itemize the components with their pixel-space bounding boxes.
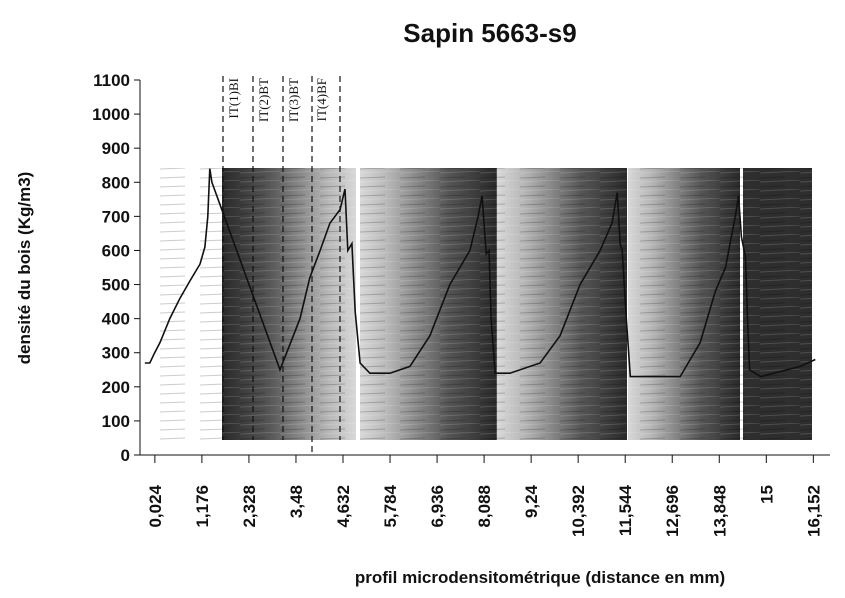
density-image xyxy=(148,168,812,440)
x-tick-label: 4,632 xyxy=(334,485,353,528)
y-tick-label: 0 xyxy=(121,446,130,465)
x-tick-label: 16,152 xyxy=(804,485,823,537)
chart-title: Sapin 5663-s9 xyxy=(403,18,576,48)
annotation: IT(2)BT xyxy=(256,78,271,122)
x-tick-label: 10,392 xyxy=(569,485,588,537)
y-tick-label: 500 xyxy=(102,276,130,295)
annotation: IT(1)BI xyxy=(226,78,241,118)
x-tick-label: 13,848 xyxy=(710,485,729,537)
y-tick-label: 800 xyxy=(102,173,130,192)
y-tick-label: 900 xyxy=(102,139,130,158)
annotation-dividers xyxy=(222,76,341,455)
y-tick-label: 200 xyxy=(102,378,130,397)
y-tick-label: 700 xyxy=(102,207,130,226)
x-tick-label: 5,784 xyxy=(381,484,400,527)
x-tick-label: 1,176 xyxy=(193,485,212,528)
y-tick-label: 600 xyxy=(102,241,130,260)
x-tick-label: 0,024 xyxy=(146,484,165,527)
y-tick-label: 100 xyxy=(102,412,130,431)
x-tick-label: 15 xyxy=(757,485,776,504)
x-tick-label: 9,24 xyxy=(522,484,541,518)
y-tick-label: 400 xyxy=(102,310,130,329)
annotation: IT(4)BF xyxy=(314,78,329,121)
x-tick-label: 11,544 xyxy=(616,484,635,536)
x-tick-label: 12,696 xyxy=(663,485,682,537)
annotation: IT(3)BT xyxy=(286,78,301,122)
x-tick-label: 2,328 xyxy=(240,485,259,528)
x-axis-label: profil microdensitométrique (distance en… xyxy=(355,568,725,587)
x-tick-label: 6,936 xyxy=(428,485,447,528)
x-tick-label: 3,48 xyxy=(287,485,306,518)
y-tick-label: 300 xyxy=(102,344,130,363)
y-tick-label: 1000 xyxy=(92,105,130,124)
y-axis-label: densité du bois (Kg/m3) xyxy=(15,172,34,365)
x-tick-label: 8,088 xyxy=(475,485,494,528)
density-line xyxy=(144,168,816,378)
y-tick-label: 1100 xyxy=(93,71,130,90)
